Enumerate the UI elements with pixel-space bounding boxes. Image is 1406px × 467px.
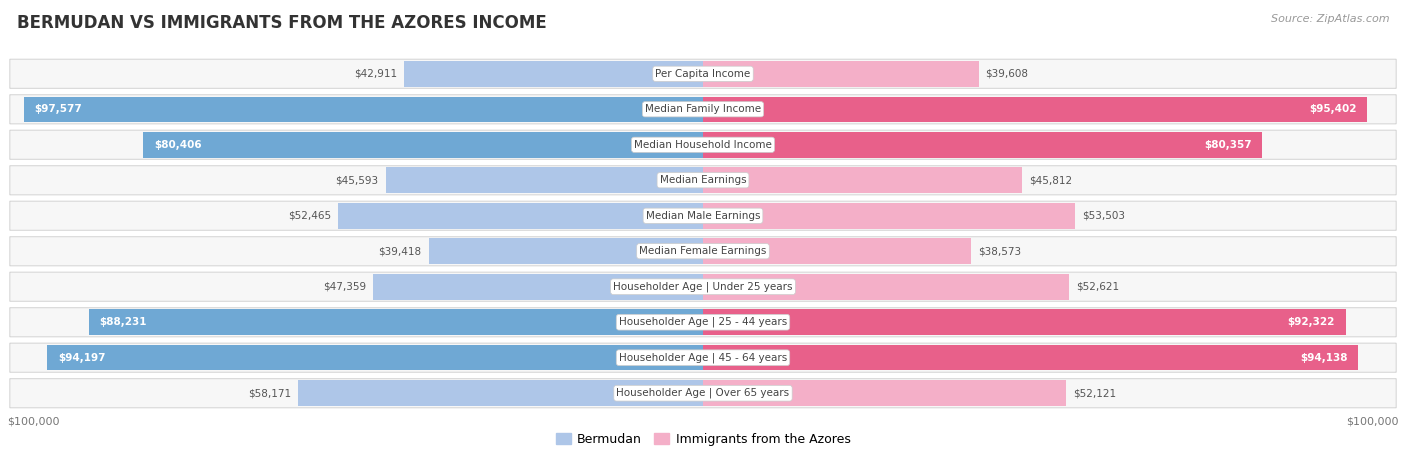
Bar: [703, 239, 972, 264]
FancyBboxPatch shape: [10, 379, 1396, 408]
Bar: [703, 310, 1346, 335]
Bar: [89, 310, 703, 335]
Text: $52,621: $52,621: [1076, 282, 1119, 292]
Text: Median Earnings: Median Earnings: [659, 175, 747, 185]
Text: Median Male Earnings: Median Male Earnings: [645, 211, 761, 221]
Text: $88,231: $88,231: [100, 317, 146, 327]
Text: $95,402: $95,402: [1309, 104, 1357, 114]
Bar: [337, 203, 703, 228]
Text: Householder Age | 25 - 44 years: Householder Age | 25 - 44 years: [619, 317, 787, 327]
Text: Householder Age | 45 - 64 years: Householder Age | 45 - 64 years: [619, 353, 787, 363]
Bar: [385, 168, 703, 193]
Text: Householder Age | Over 65 years: Householder Age | Over 65 years: [616, 388, 790, 398]
Legend: Bermudan, Immigrants from the Azores: Bermudan, Immigrants from the Azores: [551, 428, 855, 451]
Text: $80,406: $80,406: [153, 140, 201, 150]
Text: $47,359: $47,359: [323, 282, 367, 292]
Bar: [703, 132, 1263, 157]
Bar: [703, 274, 1069, 299]
Text: $97,577: $97,577: [34, 104, 82, 114]
Bar: [143, 132, 703, 157]
Bar: [429, 239, 703, 264]
Text: Median Family Income: Median Family Income: [645, 104, 761, 114]
Text: $42,911: $42,911: [354, 69, 398, 79]
Text: Householder Age | Under 25 years: Householder Age | Under 25 years: [613, 282, 793, 292]
Text: Median Household Income: Median Household Income: [634, 140, 772, 150]
Text: Median Female Earnings: Median Female Earnings: [640, 246, 766, 256]
Text: $52,121: $52,121: [1073, 388, 1116, 398]
Text: Source: ZipAtlas.com: Source: ZipAtlas.com: [1271, 14, 1389, 24]
FancyBboxPatch shape: [10, 130, 1396, 159]
Bar: [703, 381, 1066, 406]
Text: $39,608: $39,608: [986, 69, 1029, 79]
Text: Per Capita Income: Per Capita Income: [655, 69, 751, 79]
FancyBboxPatch shape: [10, 308, 1396, 337]
Bar: [298, 381, 703, 406]
Text: $38,573: $38,573: [979, 246, 1022, 256]
Bar: [405, 61, 703, 86]
Bar: [48, 345, 703, 370]
Bar: [374, 274, 703, 299]
FancyBboxPatch shape: [10, 237, 1396, 266]
Text: $52,465: $52,465: [288, 211, 330, 221]
Text: BERMUDAN VS IMMIGRANTS FROM THE AZORES INCOME: BERMUDAN VS IMMIGRANTS FROM THE AZORES I…: [17, 14, 547, 32]
FancyBboxPatch shape: [10, 272, 1396, 301]
FancyBboxPatch shape: [10, 59, 1396, 88]
Bar: [703, 168, 1022, 193]
Bar: [703, 61, 979, 86]
Text: $45,812: $45,812: [1029, 175, 1071, 185]
Text: $94,197: $94,197: [58, 353, 105, 363]
FancyBboxPatch shape: [10, 201, 1396, 230]
FancyBboxPatch shape: [10, 166, 1396, 195]
Text: $53,503: $53,503: [1083, 211, 1125, 221]
FancyBboxPatch shape: [10, 343, 1396, 372]
Text: $100,000: $100,000: [1347, 416, 1399, 426]
Text: $58,171: $58,171: [247, 388, 291, 398]
Text: $100,000: $100,000: [7, 416, 59, 426]
Text: $94,138: $94,138: [1301, 353, 1348, 363]
Text: $45,593: $45,593: [336, 175, 378, 185]
Bar: [24, 97, 703, 122]
FancyBboxPatch shape: [10, 95, 1396, 124]
Text: $92,322: $92,322: [1288, 317, 1336, 327]
Bar: [703, 203, 1076, 228]
Text: $80,357: $80,357: [1204, 140, 1251, 150]
Text: $39,418: $39,418: [378, 246, 422, 256]
Bar: [703, 97, 1367, 122]
Bar: [703, 345, 1358, 370]
